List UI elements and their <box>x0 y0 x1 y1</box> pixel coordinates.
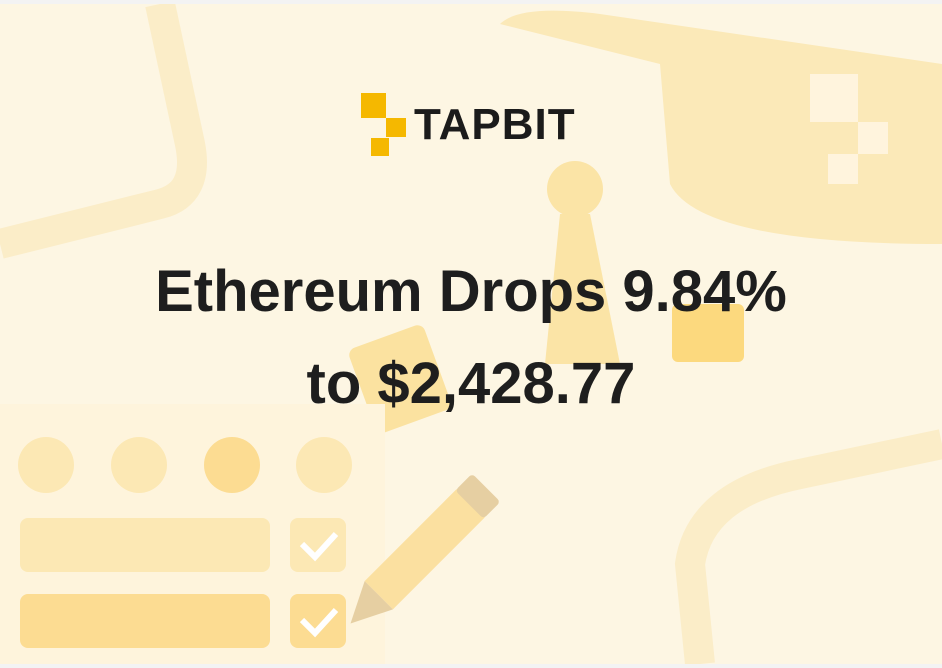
background-art <box>0 4 942 664</box>
headline: Ethereum Drops 9.84% <box>155 259 787 324</box>
banner: TAPBIT Ethereum Drops 9.84% to $2,428.77 <box>0 4 942 664</box>
brand-name: TAPBIT <box>414 100 576 149</box>
headline: to $2,428.77 <box>306 351 636 416</box>
